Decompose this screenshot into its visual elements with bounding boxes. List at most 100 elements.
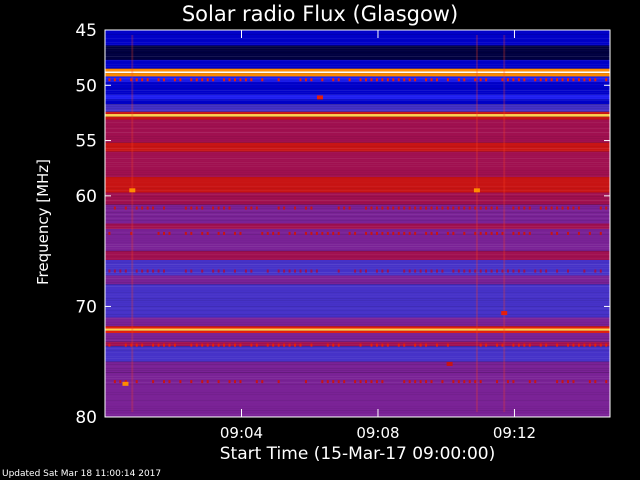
spotty-line-dot xyxy=(468,206,471,210)
spotty-line-dot xyxy=(539,343,542,347)
noise-row xyxy=(105,254,610,255)
noise-row xyxy=(105,244,610,245)
noise-row xyxy=(105,194,610,195)
noise-row xyxy=(105,256,610,257)
spotty-line-dot xyxy=(146,78,149,82)
spotty-line-dot xyxy=(266,343,269,347)
spotty-line-dot xyxy=(348,206,351,210)
spotty-line-dot xyxy=(567,380,570,384)
spotty-line-dot xyxy=(572,206,575,210)
spotty-line-dot xyxy=(304,380,307,384)
spotty-line-dot xyxy=(375,380,378,384)
spotty-line-dot xyxy=(441,206,444,210)
spotty-line-dot xyxy=(375,269,378,273)
spotty-line-dot xyxy=(332,231,335,235)
noise-row xyxy=(105,90,610,91)
noise-row xyxy=(105,92,610,93)
noise-row xyxy=(105,238,610,239)
spotty-line-dot xyxy=(583,343,586,347)
noise-row xyxy=(105,164,610,165)
noise-row xyxy=(105,78,610,79)
spotty-line-dot xyxy=(239,231,242,235)
spotty-line-dot xyxy=(605,78,608,82)
spotty-line-dot xyxy=(304,206,307,210)
plot-frame xyxy=(104,29,611,418)
spotty-line-dot xyxy=(550,206,553,210)
spotty-line-dot xyxy=(545,269,548,273)
spotty-line-dot xyxy=(419,343,422,347)
spotty-line-dot xyxy=(556,78,559,82)
spotty-line-dot xyxy=(190,206,193,210)
spotty-line-dot xyxy=(594,78,597,82)
noise-row xyxy=(105,60,610,61)
spotty-line-dot xyxy=(528,343,531,347)
spotty-line-dot xyxy=(599,206,602,210)
spotty-line-dot xyxy=(381,206,384,210)
noise-row xyxy=(105,310,610,311)
spotty-line-dot xyxy=(190,231,193,235)
spotty-line-dot xyxy=(217,269,220,273)
noise-row xyxy=(105,296,610,297)
spotty-line-dot xyxy=(556,269,559,273)
spotty-line-dot xyxy=(583,269,586,273)
spotty-line-dot xyxy=(452,269,455,273)
noise-row xyxy=(105,64,610,65)
noise-row xyxy=(105,180,610,181)
spotty-line-dot xyxy=(277,231,280,235)
spotty-line-dot xyxy=(157,343,160,347)
x-tick-label: 09:04 xyxy=(220,424,263,442)
noise-row xyxy=(105,252,610,253)
frequency-band xyxy=(105,45,610,60)
spotty-line-dot xyxy=(310,206,313,210)
spotty-line-dot xyxy=(539,78,542,82)
noise-row xyxy=(105,96,610,97)
spotty-line-dot xyxy=(152,206,155,210)
spotty-line-dot xyxy=(403,231,406,235)
noise-row xyxy=(105,196,610,197)
spotty-line-dot xyxy=(157,231,160,235)
spotty-line-dot xyxy=(206,78,209,82)
spotty-line-dot xyxy=(255,343,258,347)
noise-row xyxy=(105,58,610,59)
noise-row xyxy=(105,146,610,147)
noise-row xyxy=(105,208,610,209)
noise-row xyxy=(105,372,610,373)
spotty-line-dot xyxy=(310,343,313,347)
spotty-line-dot xyxy=(588,231,591,235)
spotty-line-dot xyxy=(370,206,373,210)
frequency-band xyxy=(105,119,610,143)
spotty-line-dot xyxy=(474,206,477,210)
noise-row xyxy=(105,216,610,217)
spotty-line-dot xyxy=(567,231,570,235)
noise-row xyxy=(105,130,610,131)
noise-row xyxy=(105,328,610,329)
noise-row xyxy=(105,236,610,237)
spotty-line-dot xyxy=(277,269,280,273)
spotty-line-dot xyxy=(605,206,608,210)
noise-row xyxy=(105,70,610,71)
spotty-line-dot xyxy=(228,343,231,347)
noise-row xyxy=(105,338,610,339)
spotty-line-dot xyxy=(446,206,449,210)
spotty-line-dot xyxy=(108,343,111,347)
spotty-line-dot xyxy=(605,343,608,347)
spotty-line-dot xyxy=(217,380,220,384)
noise-row xyxy=(105,224,610,225)
spotty-line-dot xyxy=(124,206,127,210)
emission-feature xyxy=(501,311,508,316)
spotty-line-dot xyxy=(490,269,493,273)
frequency-band xyxy=(105,94,610,100)
noise-row xyxy=(105,314,610,315)
noise-row xyxy=(105,282,610,283)
frequency-band xyxy=(105,372,610,401)
spotty-line-dot xyxy=(392,231,395,235)
noise-row xyxy=(105,302,610,303)
spotty-line-dot xyxy=(556,206,559,210)
noise-row xyxy=(105,330,610,331)
noise-row xyxy=(105,48,610,49)
spotty-line-dot xyxy=(233,343,236,347)
spotty-line-dot xyxy=(354,231,357,235)
spotty-line-dot xyxy=(343,206,346,210)
noise-row xyxy=(105,220,610,221)
noise-row xyxy=(105,258,610,259)
